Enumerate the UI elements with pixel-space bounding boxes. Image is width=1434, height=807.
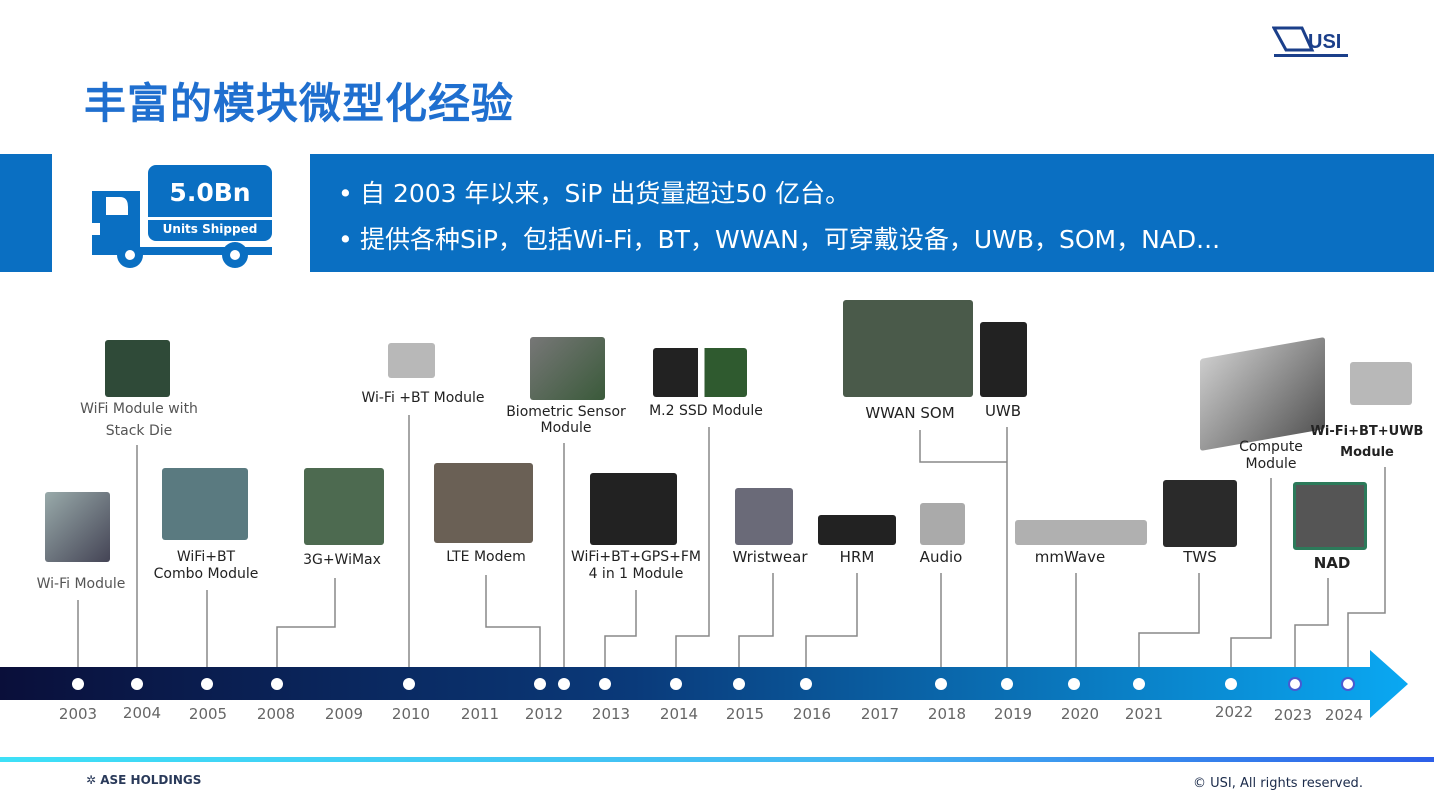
timeline-dot: [1068, 678, 1080, 690]
tws-image: [1163, 480, 1237, 547]
bullet-text: 自 2003 年以来，SiP 出货量超过50 亿台。: [360, 179, 851, 208]
stack-die-module-image: [105, 340, 170, 397]
truck-icon: 5.0Bn Units Shipped: [92, 165, 272, 268]
milestone-label: Combo Module: [153, 566, 259, 582]
milestone-label: Audio: [919, 548, 963, 566]
year-label: 2017: [860, 705, 900, 723]
timeline-dot: [670, 678, 682, 690]
m2-ssd-image: [653, 348, 747, 397]
milestone-label: HRM: [839, 548, 875, 566]
milestone-label: 3G+WiMax: [303, 552, 381, 568]
svg-text:USI: USI: [1308, 31, 1341, 53]
year-label: 2020: [1060, 705, 1100, 723]
year-label: 2011: [460, 705, 500, 723]
hrm-image: [818, 515, 896, 545]
timeline-dot: [1288, 677, 1302, 691]
timeline-dot: [558, 678, 570, 690]
milestone-label: mmWave: [1034, 548, 1106, 566]
timeline-arrow: [0, 650, 1408, 718]
milestone-label: LTE Modem: [446, 549, 526, 565]
year-label: 2024: [1324, 706, 1364, 724]
timeline-dot: [1001, 678, 1013, 690]
lte-modem-image: [434, 463, 533, 543]
wifi-module-image: [45, 492, 110, 562]
timeline-dot: [1225, 678, 1237, 690]
year-label: 2016: [792, 705, 832, 723]
bullet-text: 提供各种SiP，包括Wi-Fi，BT，WWAN，可穿戴设备，UWB，SOM，NA…: [360, 225, 1221, 254]
milestone-label: WiFi+BT: [176, 549, 236, 565]
year-label: 2010: [391, 705, 431, 723]
year-label: 2009: [324, 705, 364, 723]
mmwave-image: [1015, 520, 1147, 545]
timeline-dot: [599, 678, 611, 690]
milestone-label: UWB: [984, 402, 1022, 420]
year-label: 2019: [993, 705, 1033, 723]
timeline-dot: [1341, 677, 1355, 691]
milestone-label: NAD: [1313, 554, 1351, 572]
year-label: 2005: [188, 705, 228, 723]
timeline-dot: [131, 678, 143, 690]
timeline-dot: [201, 678, 213, 690]
year-label: 2021: [1124, 705, 1164, 723]
wwan-som-image: [843, 300, 973, 397]
year-label: 2014: [659, 705, 699, 723]
milestone-label: M.2 SSD Module: [649, 403, 763, 419]
wifi-bt-uwb-image: [1350, 362, 1412, 405]
year-label: 2008: [256, 705, 296, 723]
milestone-label: WiFi+BT+GPS+FM: [570, 549, 702, 565]
timeline-dot: [1133, 678, 1145, 690]
milestone-label: 4 in 1 Module: [588, 566, 684, 582]
wristwear-image: [735, 488, 793, 545]
3g-wimax-image: [304, 468, 384, 545]
milestone-label: TWS: [1183, 548, 1217, 566]
timeline-dot: [935, 678, 947, 690]
milestone-label: Compute: [1239, 439, 1303, 455]
milestone-label: WiFi Module with: [80, 401, 198, 417]
combo-module-image: [162, 468, 248, 540]
milestone-label: Module: [540, 420, 592, 436]
milestone-label: Wi-Fi +BT Module: [361, 390, 485, 406]
uwb-image: [980, 322, 1027, 397]
stat-value: 5.0Bn: [169, 178, 250, 207]
banner-left-strip: [0, 154, 52, 272]
timeline-dot: [403, 678, 415, 690]
copyright: © USI, All rights reserved.: [1193, 776, 1363, 791]
milestone-label: Stack Die: [105, 423, 173, 439]
milestone-label: Wi-Fi Module: [36, 576, 126, 592]
year-label: 2003: [58, 705, 98, 723]
bullet-item: • 提供各种SiP，包括Wi-Fi，BT，WWAN，可穿戴设备，UWB，SOM，N…: [338, 225, 1221, 254]
year-label: 2023: [1273, 706, 1313, 724]
audio-image: [920, 503, 965, 545]
year-label: 2018: [927, 705, 967, 723]
4in1-module-image: [590, 473, 677, 545]
milestone-label: WWAN SOM: [865, 404, 955, 422]
year-label: 2013: [591, 705, 631, 723]
ase-holdings-logo: ✲ ASE HOLDINGS: [86, 773, 202, 787]
stat-caption: Units Shipped: [163, 222, 258, 236]
milestone-label: Module: [1340, 445, 1394, 460]
page-title: 丰富的模块微型化经验: [84, 79, 515, 128]
timeline-dot: [733, 678, 745, 690]
timeline-dot: [534, 678, 546, 690]
footer-gradient-bar: [0, 757, 1434, 762]
nad-image: [1293, 482, 1367, 550]
milestone-label: Wi-Fi+BT+UWB: [1310, 424, 1424, 439]
timeline-dot: [72, 678, 84, 690]
year-label: 2012: [524, 705, 564, 723]
year-label: 2015: [725, 705, 765, 723]
year-label: 2004: [122, 704, 162, 722]
bullet-item: • 自 2003 年以来，SiP 出货量超过50 亿台。: [338, 179, 851, 208]
milestone-label: Biometric Sensor: [506, 404, 626, 420]
usi-logo: USI: [1272, 26, 1348, 57]
year-label: 2022: [1214, 703, 1254, 721]
timeline-dot: [271, 678, 283, 690]
wifi-bt-module-image: [388, 343, 435, 378]
milestone-label: Wristwear: [732, 548, 808, 566]
milestone-label: Module: [1245, 456, 1297, 472]
summary-banner: • 自 2003 年以来，SiP 出货量超过50 亿台。 • 提供各种SiP，包括W…: [310, 154, 1434, 272]
timeline-dot: [800, 678, 812, 690]
biometric-sensor-image: [530, 337, 605, 400]
